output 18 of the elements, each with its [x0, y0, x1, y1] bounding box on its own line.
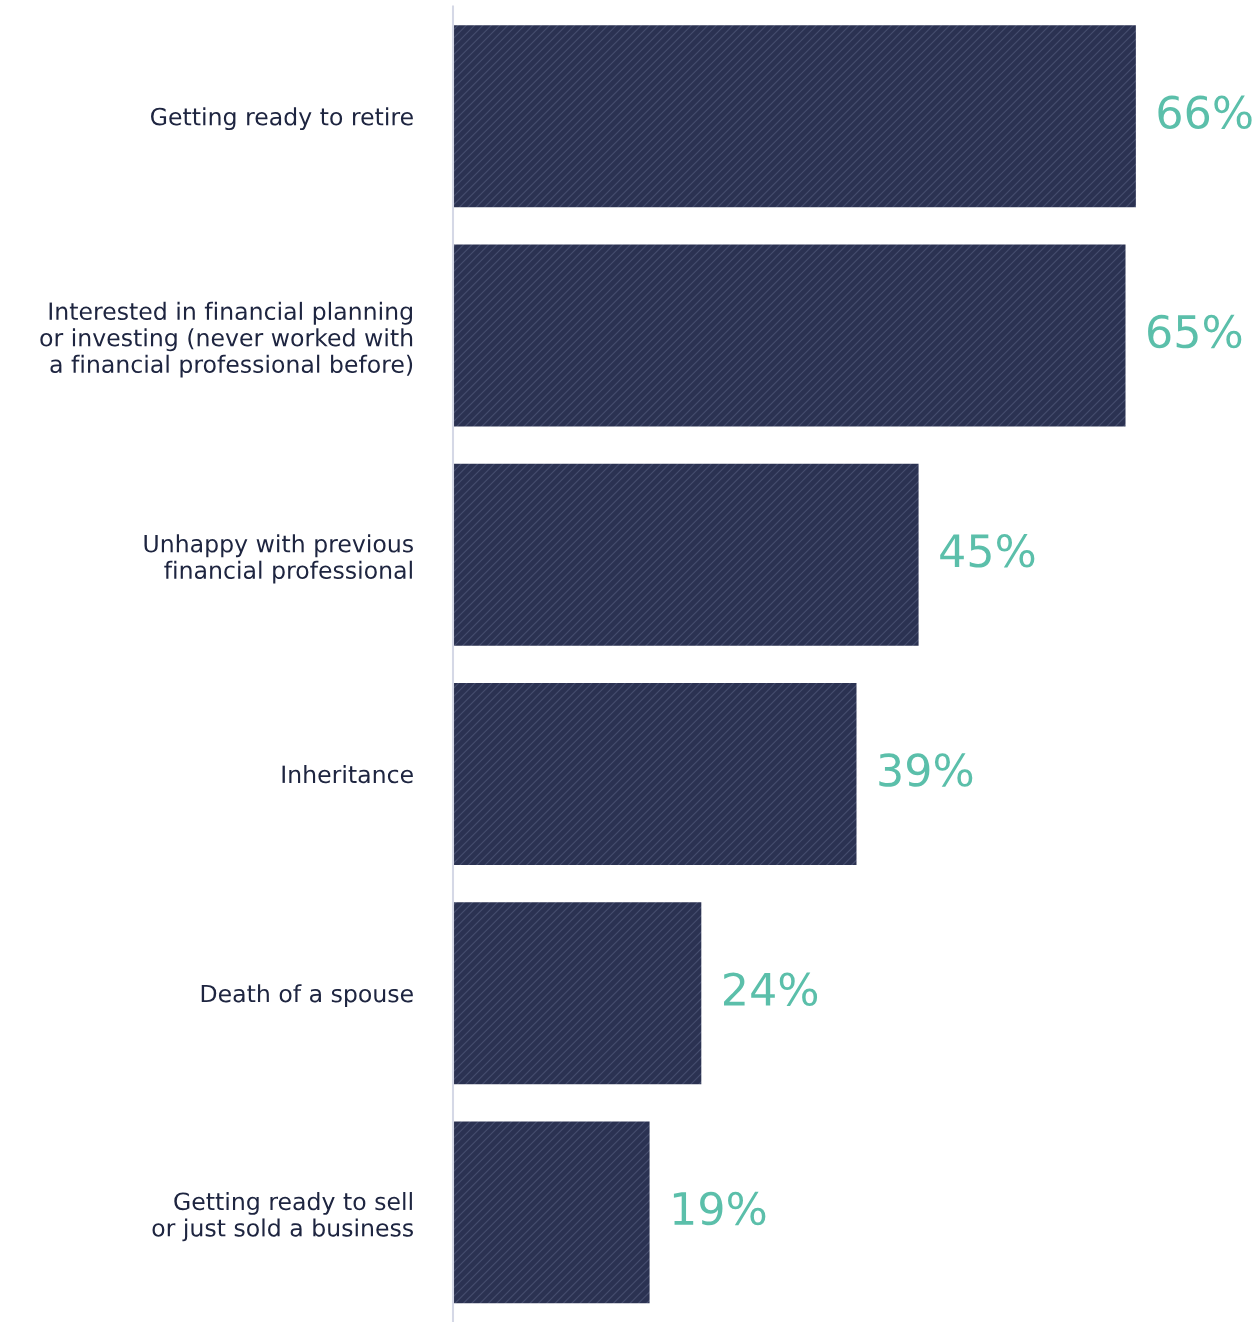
bar	[453, 682, 857, 865]
y-tick-label: Getting ready to sell or just sold a business	[152, 1191, 413, 1242]
bar	[453, 463, 919, 646]
data-label: 39%	[879, 753, 973, 787]
bar	[453, 244, 1126, 427]
data-label: 65%	[1148, 314, 1242, 349]
bar	[453, 1121, 650, 1304]
data-label: 19%	[673, 1191, 766, 1226]
data-label: 66%	[1158, 95, 1252, 130]
y-tick-label: Interested in financial planning or investing (never worked with a financial professional before)	[40, 301, 413, 378]
y-tick-label: Unhappy with previous financial professional	[144, 534, 413, 584]
y-tick-label: Inheritance	[282, 764, 413, 784]
bar	[453, 25, 1136, 208]
bar	[453, 902, 702, 1085]
data-label: 24%	[724, 972, 818, 1007]
y-tick-label: Death of a spouse	[201, 984, 413, 1008]
data-label: 45%	[940, 533, 1035, 568]
y-tick-label: Getting ready to retire	[151, 107, 413, 131]
